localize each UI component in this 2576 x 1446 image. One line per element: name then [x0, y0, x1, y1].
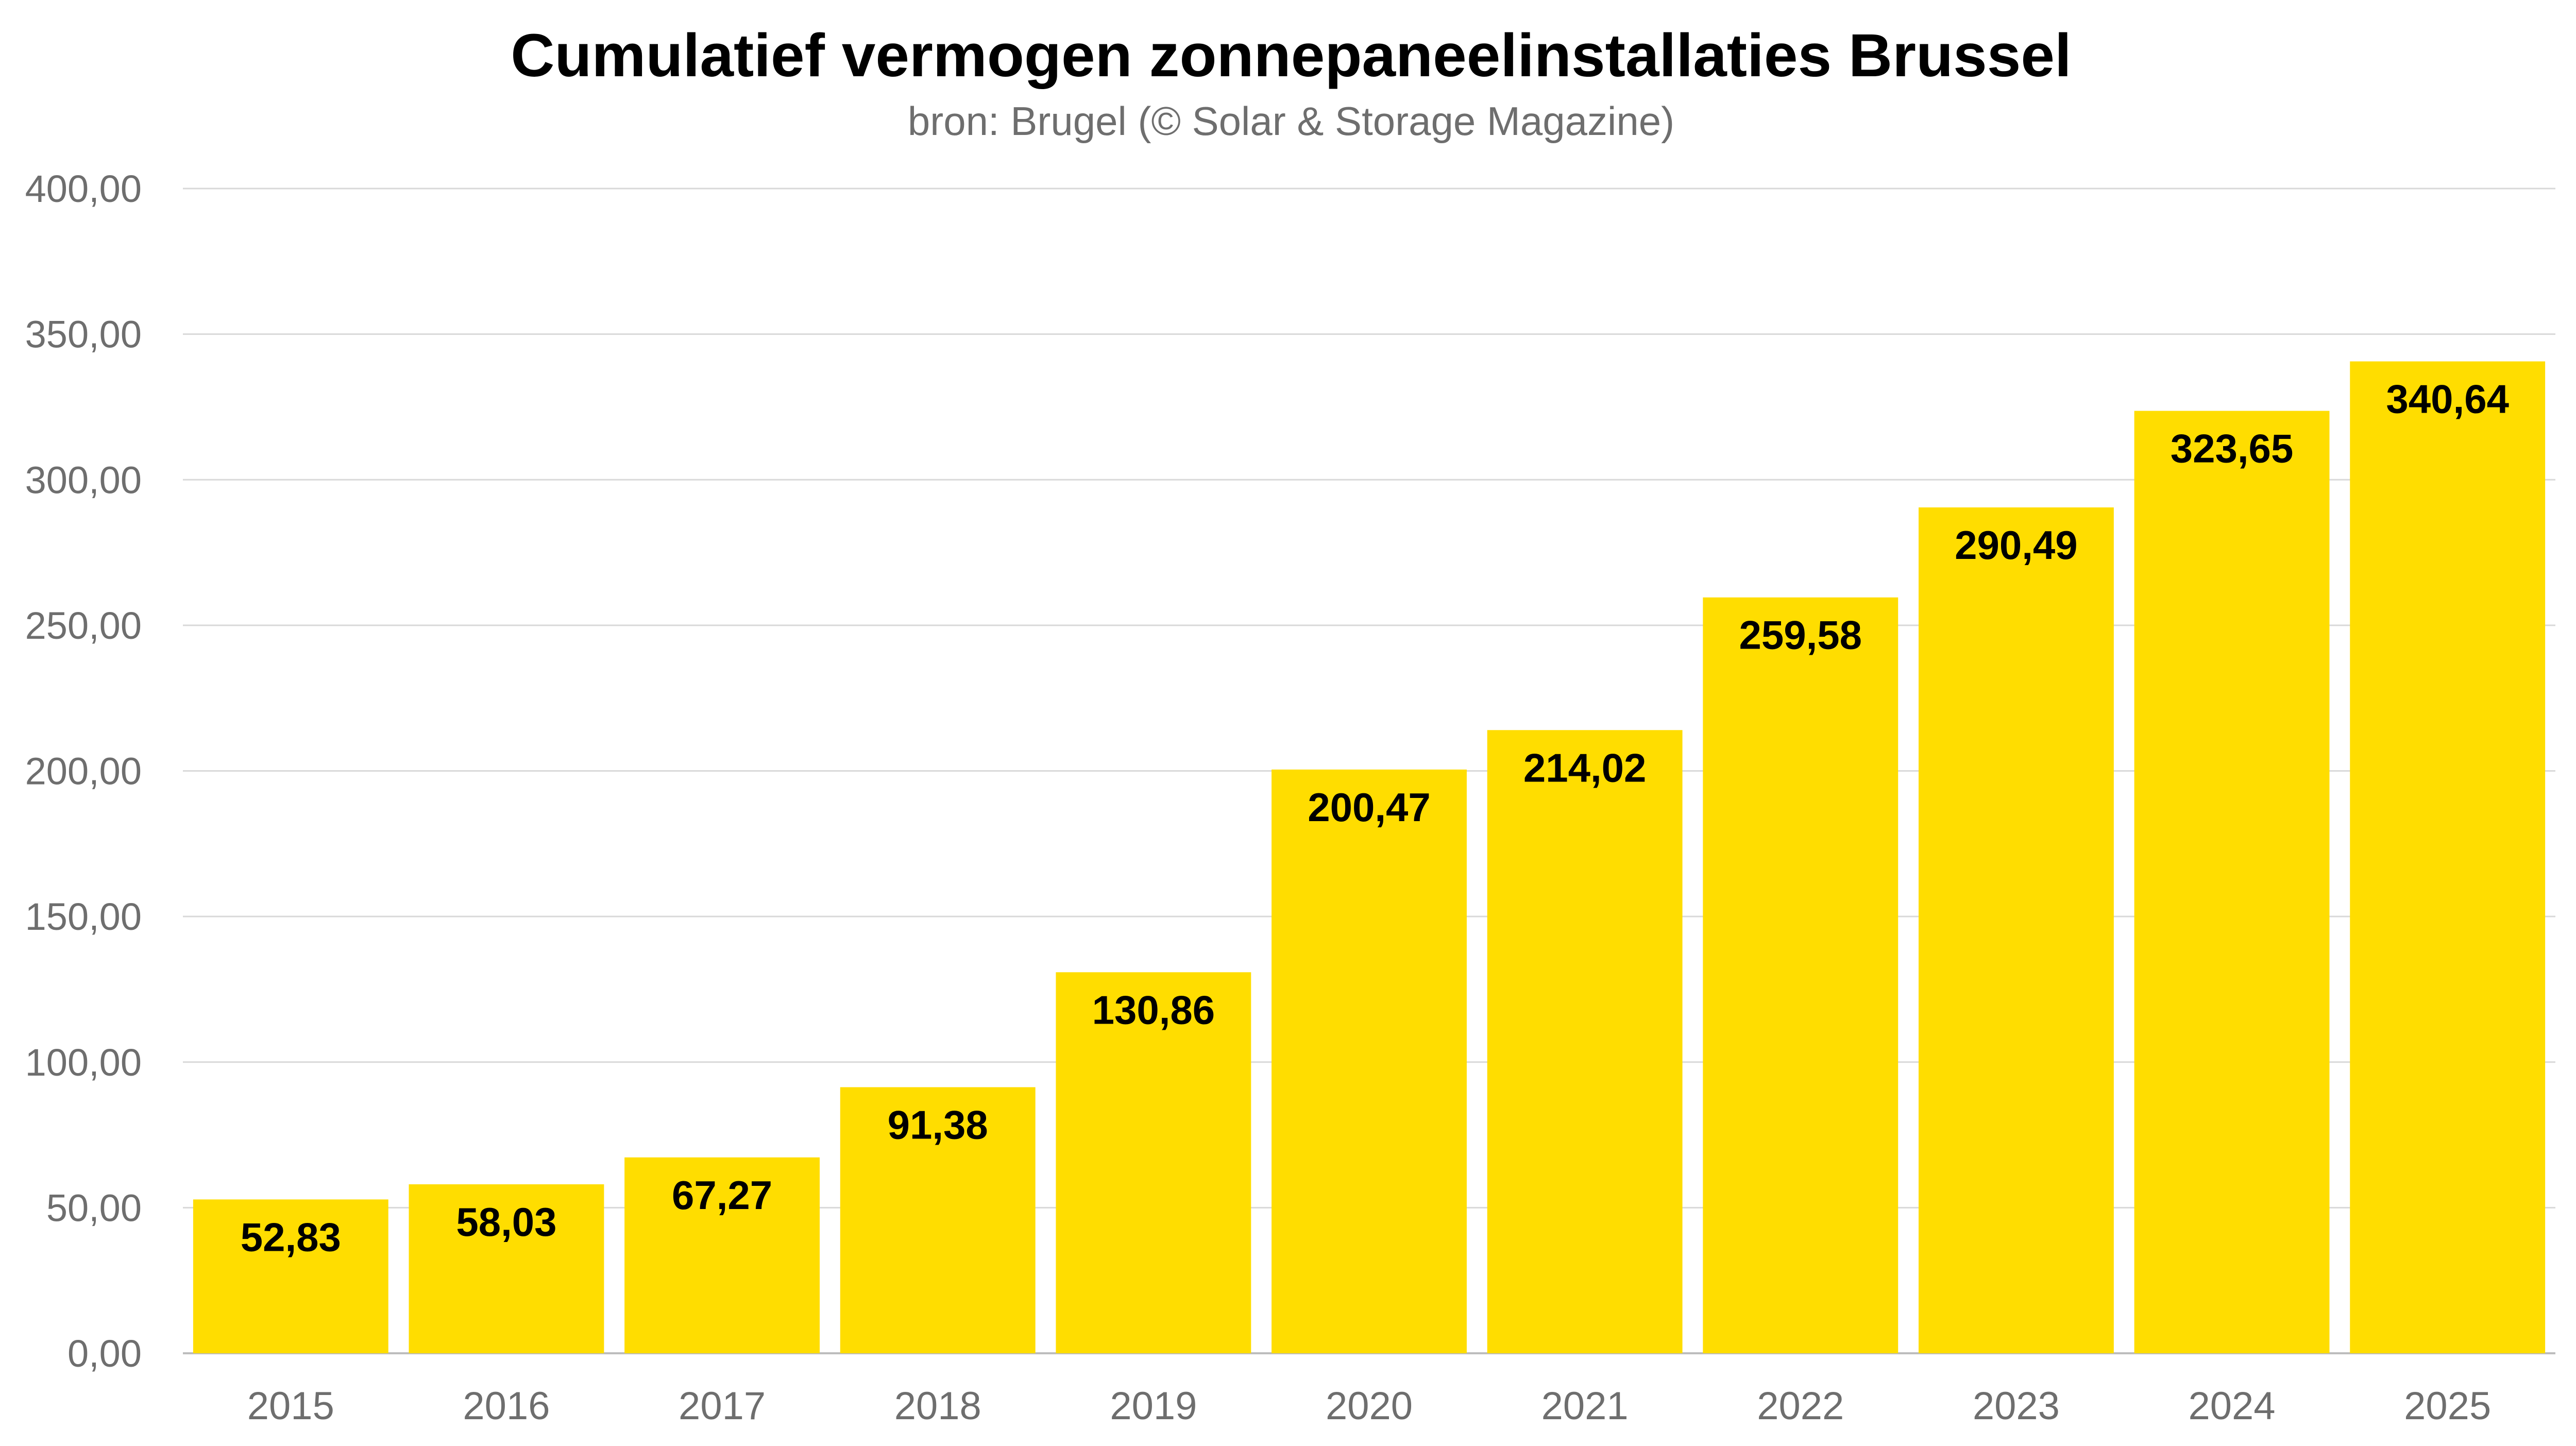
y-tick-label: 0,00 [67, 1332, 142, 1375]
bar-2022 [1703, 597, 1899, 1353]
chart-subtitle: bron: Brugel (© Solar & Storage Magazine… [908, 98, 1674, 144]
y-tick-label: 50,00 [46, 1186, 142, 1229]
bar-2017 [624, 1157, 820, 1353]
y-tick-label: 300,00 [25, 458, 142, 501]
x-tick-label: 2016 [463, 1384, 550, 1428]
bar-2015 [193, 1199, 388, 1353]
x-tick-label: 2017 [679, 1384, 766, 1428]
bars [193, 361, 2546, 1353]
bar-2018 [840, 1087, 1036, 1353]
bar-value-label: 200,47 [1308, 785, 1431, 830]
bar-2016 [409, 1184, 604, 1353]
x-tick-label: 2020 [1326, 1384, 1413, 1428]
bar-value-label: 340,64 [2386, 377, 2509, 422]
bar-2025 [2350, 361, 2546, 1353]
x-axis-tick-labels: 2015 2016 2017 2018 2019 2020 2021 2022 2023 2024… [247, 1384, 2491, 1428]
x-tick-label: 2018 [894, 1384, 981, 1428]
bar-2024 [2134, 411, 2330, 1353]
bar-value-label: 130,86 [1092, 987, 1215, 1032]
x-tick-label: 2015 [247, 1384, 334, 1428]
x-tick-label: 2024 [2189, 1384, 2276, 1428]
y-tick-label: 400,00 [25, 167, 142, 210]
bar-value-labels: 52,83 58,03 67,27 91,38 130,86 200,47 214,02 25… [241, 377, 2509, 1260]
bar-value-label: 290,49 [1955, 522, 2078, 568]
bar-value-label: 214,02 [1523, 745, 1647, 790]
x-tick-label: 2023 [1973, 1384, 2060, 1428]
bar-value-label: 323,65 [2171, 426, 2294, 471]
chart-title: Cumulatief vermogen zonnepaneelinstallat… [511, 22, 2072, 90]
x-tick-label: 2022 [1757, 1384, 1844, 1428]
x-tick-label: 2021 [1541, 1384, 1629, 1428]
y-tick-label: 250,00 [25, 604, 142, 647]
x-tick-label: 2019 [1110, 1384, 1197, 1428]
y-tick-label: 100,00 [25, 1041, 142, 1084]
x-tick-label: 2025 [2404, 1384, 2491, 1428]
bar-2023 [1918, 507, 2114, 1353]
y-tick-label: 350,00 [25, 313, 142, 356]
bar-value-label: 67,27 [672, 1172, 772, 1218]
bar-2019 [1056, 972, 1251, 1353]
bar-value-label: 52,83 [241, 1214, 341, 1260]
bar-value-label: 58,03 [456, 1199, 556, 1245]
bar-2020 [1272, 769, 1467, 1353]
bar-value-label: 91,38 [888, 1102, 988, 1147]
y-axis-tick-labels: 0,00 50,00 100,00 150,00 200,00 250,00 300,00 3… [25, 167, 142, 1375]
bar-2021 [1487, 730, 1683, 1353]
y-tick-label: 200,00 [25, 750, 142, 793]
bar-value-label: 259,58 [1739, 613, 1862, 658]
y-tick-label: 150,00 [25, 895, 142, 938]
